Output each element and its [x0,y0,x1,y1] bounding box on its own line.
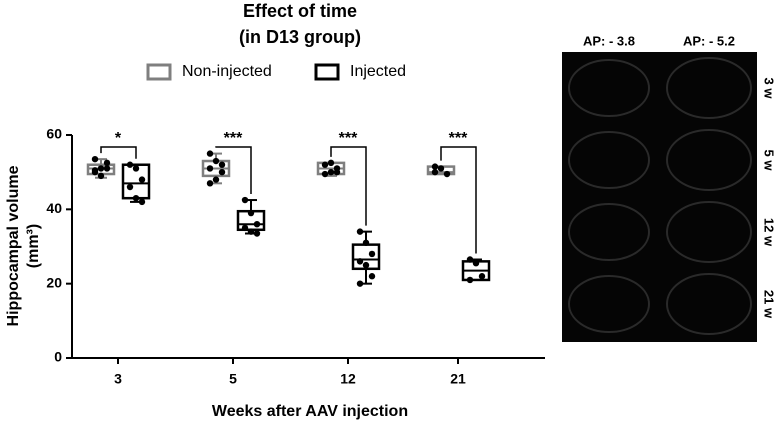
row-label: 21 w [762,290,777,319]
y-axis-label: Hippocampal volume [5,165,22,326]
data-point [132,165,140,172]
row-label: 3 w [762,78,777,100]
data-point [132,194,140,202]
sig-bracket [100,146,137,159]
data-point [466,256,474,263]
y-tick-label: 60 [46,126,62,142]
data-point [333,168,341,176]
sig-annotation: *** [449,130,468,147]
data-point [138,198,146,206]
row-label: 12 w [762,218,777,247]
data-point [241,224,249,232]
data-point [253,221,261,228]
box [351,243,381,271]
data-point [138,176,146,183]
data-point [206,150,214,157]
legend-swatch [146,63,172,81]
data-point [247,228,255,235]
data-point [212,157,220,165]
data-point [103,159,111,167]
x-axis-label: Weeks after AAV injection [212,403,408,420]
data-point [218,168,226,176]
chart-subtitle: (in D13 group) [239,27,361,47]
data-point [431,163,439,170]
brain-sections [568,57,752,335]
x-tick-label: 12 [340,371,356,387]
data-point [206,180,214,187]
legend-label: Non-injected [182,63,272,80]
sig-annotation: *** [224,130,243,147]
data-point [327,159,335,167]
data-point [368,250,376,258]
sig-bracket [215,146,252,195]
sig-bracket [440,146,477,254]
chart-title: Effect of time [243,1,357,21]
y-tick-label: 20 [46,274,62,290]
legend-label: Injected [350,63,406,80]
data-point [356,280,364,287]
sig-annotation: * [115,130,122,147]
data-point [472,260,480,267]
x-tick-label: 5 [229,371,237,387]
data-point [97,172,105,180]
data-point [431,168,439,176]
data-point [91,167,99,174]
y-axis-unit: (mm³) [25,224,42,268]
data-point [368,273,376,280]
data-point [253,230,261,237]
data-point [362,261,370,269]
data-point [356,228,364,235]
data-point [321,170,329,178]
data-point [91,155,99,163]
data-point [241,196,249,204]
data-point [103,165,111,172]
sig-annotation: *** [339,130,358,147]
data-point [321,161,329,168]
data-point [466,276,474,284]
column-label: AP: - 3.8 [583,33,635,48]
legend-swatch [314,63,340,81]
x-tick-label: 3 [114,371,122,387]
data-point [327,168,335,176]
data-point [478,273,486,280]
y-tick-label: 0 [54,349,62,365]
data-point [206,165,214,172]
data-point [218,161,226,168]
data-point [437,165,445,172]
data-point [126,161,134,168]
image-panel [562,52,757,342]
data-point [212,176,220,183]
data-point [97,165,105,172]
data-point [443,170,451,178]
column-label: AP: - 5.2 [683,33,735,48]
row-label: 5 w [762,150,777,172]
data-point [126,183,134,191]
x-tick-label: 21 [450,371,466,387]
panel-bg [562,52,757,342]
y-tick-label: 40 [46,200,62,216]
data-point [247,209,255,217]
data-point [356,258,364,265]
data-point [362,239,370,246]
sig-bracket [330,146,367,226]
